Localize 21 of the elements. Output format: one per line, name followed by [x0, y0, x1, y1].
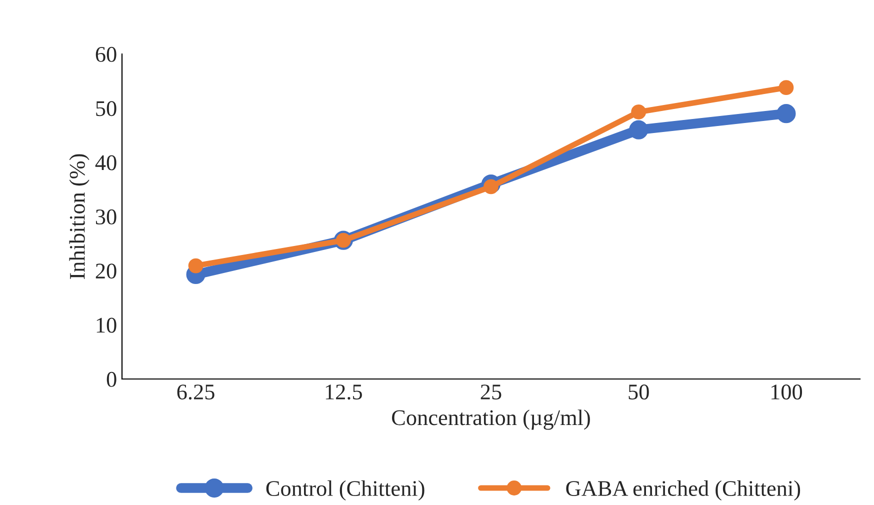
point [776, 104, 796, 124]
y-axis-title: Inhibition (%) [69, 154, 90, 279]
x-tick-label: 25 [480, 384, 502, 400]
x-tick-label: 12.5 [326, 384, 362, 400]
x-axis-title: Concentration (µg/ml) [392, 410, 590, 430]
x-tick-label: 100 [771, 384, 802, 400]
legend-label: Control (Chitteni) [266, 480, 424, 501]
x-tick-label: 50 [628, 384, 649, 400]
y-tick-label: 10 [96, 318, 116, 333]
y-tick-label: 50 [96, 101, 116, 116]
y-tick-label: 60 [96, 46, 116, 62]
y-tick-label: 0 [106, 372, 116, 387]
y-tick-label: 40 [95, 155, 116, 170]
y-tick-label: 20 [96, 264, 116, 279]
y-tick-label: 30 [96, 209, 116, 224]
legend-label: GABA enriched (Chitteni) [566, 480, 800, 501]
point [778, 80, 794, 96]
point [629, 120, 648, 140]
x-tick-label: 6.25 [177, 384, 214, 400]
point [188, 258, 204, 274]
point [631, 104, 646, 120]
